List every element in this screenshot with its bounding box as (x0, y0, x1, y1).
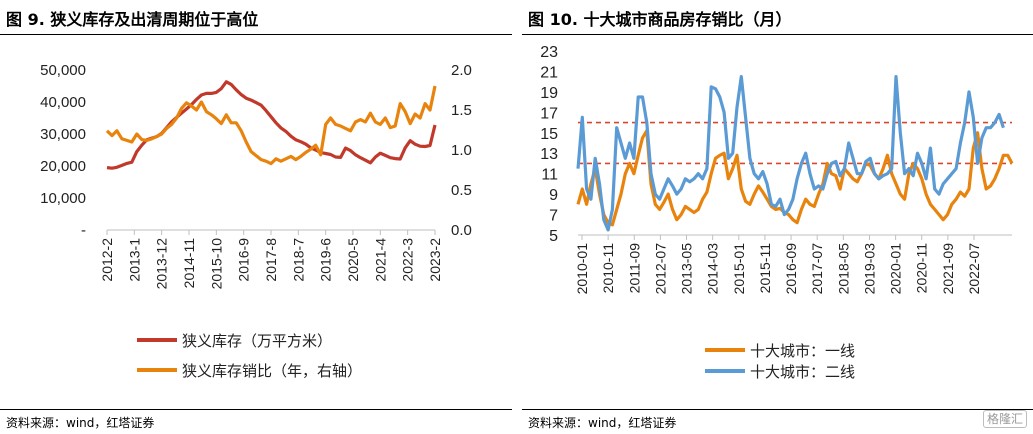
y-tick-label: 23 (540, 44, 558, 61)
left-title-rule (0, 34, 512, 35)
x-tick-label: 2018-7 (290, 238, 306, 282)
x-tick-label: 2011-09 (626, 243, 642, 294)
x-tick-label: 2020-11 (914, 243, 930, 294)
x-tick-label: 2016-9 (236, 238, 252, 282)
x-tick-label: 2021-09 (940, 243, 956, 295)
y-tick-label: 19 (540, 85, 558, 102)
x-tick-label: 2015-01 (731, 243, 747, 295)
right-source-note: 资料来源：wind，红塔证券 (528, 416, 677, 430)
left-source-rule (0, 409, 512, 410)
x-tick-label: 2015-11 (757, 243, 773, 294)
right-figure-panel: 图 10. 十大城市商品房存销比（月） 5 7 9 11 13 15 17 19 21 23 201… (522, 0, 1033, 434)
left-figure-panel: 图 9. 狭义库存及出清周期位于高位 - 10,000 20,000 30,000 40… (0, 0, 512, 434)
x-tick-label: 2010-01 (574, 243, 590, 295)
x-tick-label: 2014-11 (181, 238, 197, 289)
x-tick-label: 2022-07 (966, 243, 982, 295)
y-tick-label: 11 (541, 167, 558, 184)
legend-label-tier1: 十大城市：一线 (750, 343, 855, 360)
x-tick-label: 2012-07 (652, 243, 668, 295)
y-left-tick-label: 40,000 (40, 94, 86, 111)
y-right-tick-label: 1.5 (451, 102, 472, 119)
y-left-tick-label: 10,000 (40, 190, 86, 207)
series-line-inventory (106, 80, 437, 170)
y-left-tick-label: 30,000 (40, 126, 86, 143)
x-tick-label: 2022-3 (400, 238, 416, 282)
right-title-rule (522, 34, 1033, 35)
x-tick-label: 2017-8 (263, 238, 279, 282)
legend-label-sales-ratio: 狭义库存销比（年，右轴） (182, 363, 362, 380)
y-tick-label: 15 (540, 126, 558, 143)
x-tick-label: 2019-6 (318, 238, 334, 282)
right-chart: 5 7 9 11 13 15 17 19 21 23 2010-01 2010-11 2011-09 20… (540, 44, 1014, 381)
x-tick-label: 2014-03 (705, 243, 721, 295)
legend-label-tier2: 十大城市：二线 (750, 364, 855, 381)
series-line-tier2 (576, 74, 1005, 232)
legend-label-inventory: 狭义库存（万平方米） (182, 333, 332, 350)
right-figure-title: 图 10. 十大城市商品房存销比（月） (528, 10, 792, 29)
y-tick-label: 9 (549, 187, 558, 204)
y-left-tick-label: 50,000 (40, 62, 86, 79)
x-tick-label: 2010-11 (600, 243, 616, 294)
x-tick-label: 2013-1 (126, 238, 142, 282)
y-tick-label: 7 (549, 208, 558, 225)
right-source-rule (522, 409, 1033, 410)
x-tick-label: 2019-03 (861, 243, 877, 295)
y-tick-label: 5 (549, 228, 558, 245)
x-tick-label: 2015-10 (208, 238, 224, 290)
watermark-logo: 格隆汇 (982, 410, 1027, 428)
x-tick-label: 2023-2 (427, 238, 443, 282)
x-tick-label: 2013-05 (679, 243, 695, 295)
y-right-tick-label: 1.0 (451, 142, 472, 159)
y-left-tick-label: - (81, 222, 86, 239)
series-line-sales-ratio (105, 85, 437, 166)
y-right-tick-label: 2.0 (451, 62, 472, 79)
x-tick-label: 2020-5 (345, 238, 361, 282)
left-chart: - 10,000 20,000 30,000 40,000 50,000 0.0 0.5 1.0… (40, 62, 472, 380)
x-tick-label: 2017-07 (809, 243, 825, 295)
x-tick-label: 2012-2 (99, 238, 115, 282)
x-tick-label: 2021-4 (372, 238, 388, 282)
x-tick-label: 2018-05 (835, 243, 851, 295)
y-right-tick-label: 0.0 (451, 222, 472, 239)
left-source-note: 资料来源：wind，红塔证券 (6, 416, 155, 430)
y-tick-label: 21 (540, 64, 558, 81)
y-tick-label: 13 (540, 146, 558, 163)
x-tick-label: 2013-12 (154, 238, 170, 290)
y-tick-label: 17 (540, 105, 558, 122)
y-right-tick-label: 0.5 (451, 182, 472, 199)
x-tick-label: 2016-09 (783, 243, 799, 295)
y-left-tick-label: 20,000 (40, 158, 86, 175)
x-tick-label: 2020-01 (888, 243, 904, 295)
left-figure-title: 图 9. 狭义库存及出清周期位于高位 (6, 10, 259, 29)
